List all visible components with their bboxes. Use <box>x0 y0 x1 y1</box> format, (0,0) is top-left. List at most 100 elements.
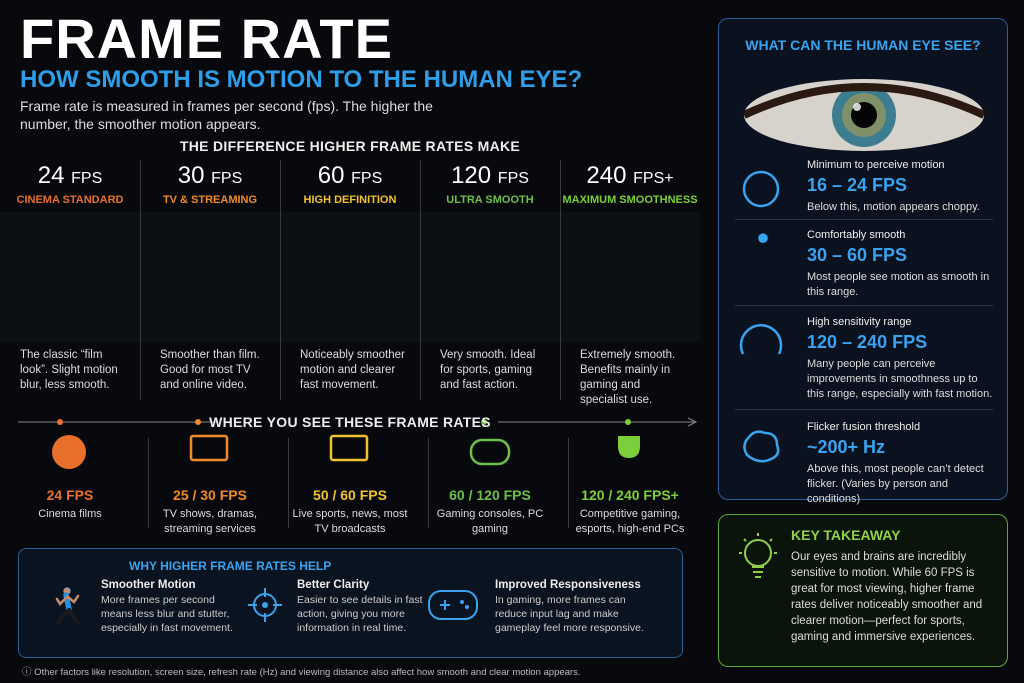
runner-image <box>560 212 700 342</box>
rate: 24 FPS <box>0 162 140 190</box>
usage-item: 60 / 120 FPS Gaming consoles, PC gaming <box>420 432 560 537</box>
benefit-item: Better Clarity Easier to see details in f… <box>297 579 437 635</box>
runner-image <box>0 212 140 342</box>
separator <box>568 438 569 528</box>
benefit-title: Improved Responsiveness <box>495 579 641 591</box>
benefit-title: Better Clarity <box>297 579 370 591</box>
comparison-column: 60 FPS HIGH DEFINITION Noticeably smoother… <box>280 160 420 410</box>
runner-image <box>420 212 560 342</box>
divider <box>735 409 993 410</box>
eye-item: Flicker fusion threshold ~200+ Hz Above th… <box>737 421 997 507</box>
rate-number: 30 <box>177 162 205 189</box>
usage-item: 120 / 240 FPS+ Competitive gaming, esport… <box>560 432 700 537</box>
usage-rate: 24 FPS <box>46 487 94 503</box>
separator <box>140 160 141 400</box>
rate: 240 FPS+ <box>560 162 700 190</box>
rate-description: Extremely smooth. Benefits mainly in gam… <box>580 349 676 406</box>
usage-icon <box>329 434 369 462</box>
rate-number: 120 <box>451 162 492 189</box>
rate-label: TV & STREAMING <box>162 194 258 206</box>
rate-description: Noticeably smoother motion and clearer f… <box>300 349 405 391</box>
benefits-box: WHY HIGHER FRAME RATES HELP Smoother Mot… <box>18 548 683 658</box>
rate-label: MAXIMUM SMOOTHNESS <box>562 194 698 206</box>
runner-image <box>280 212 420 342</box>
benefit-description: Easier to see details in fast action, gi… <box>297 594 423 634</box>
eye-icon <box>742 170 780 208</box>
runner-image <box>140 212 280 342</box>
eye-icon <box>739 324 783 355</box>
eye-item-label: Flicker fusion threshold <box>807 421 921 433</box>
footnote: ⓘ Other factors like resolution, screen … <box>22 667 581 678</box>
usage-icon <box>52 435 86 469</box>
rate-description: Smoother than film. Good for most TV and… <box>160 349 260 391</box>
comparison-column: 24 FPS CINEMA STANDARD The classic “film l… <box>0 160 140 410</box>
eye-item-description: Below this, motion appears choppy. <box>807 201 980 213</box>
usage-item: 25 / 30 FPS TV shows, dramas, streaming s… <box>140 432 280 537</box>
separator <box>288 438 289 528</box>
usage-item: 50 / 60 FPS Live sports, news, most TV br… <box>280 432 420 537</box>
rate-unit: FPS <box>71 170 103 187</box>
rate-unit: FPS+ <box>633 170 674 187</box>
title: FRAME RATE <box>20 7 393 70</box>
eye-item-value: 30 – 60 FPS <box>807 245 908 265</box>
divider <box>735 305 993 306</box>
eye-item: Comfortably smooth 30 – 60 FPS Most people… <box>737 229 997 300</box>
benefit-title: Smoother Motion <box>101 579 196 591</box>
icon-bulb <box>739 533 777 578</box>
rate-label: ULTRA SMOOTH <box>446 194 534 206</box>
usage-description: Cinema films <box>38 508 102 520</box>
takeaway-heading: KEY TAKEAWAY <box>791 527 901 543</box>
usage-item: 24 FPS Cinema films <box>0 432 140 522</box>
usage-icon <box>469 438 511 466</box>
usage-description: TV shows, dramas, streaming services <box>162 508 258 535</box>
usage-icon <box>618 436 640 458</box>
icon-target <box>248 588 282 622</box>
comparison-column: 120 FPS ULTRA SMOOTH Very smooth. Ideal fo… <box>420 160 560 410</box>
rate-number: 24 <box>37 162 65 189</box>
eye-item-value: 16 – 24 FPS <box>807 175 908 195</box>
takeaway-text: Our eyes and brains are incredibly sensi… <box>791 551 983 643</box>
separator <box>560 160 561 400</box>
takeaway-box: KEY TAKEAWAY Our eyes and brains are inc… <box>718 514 1008 667</box>
usage-description: Live sports, news, most TV broadcasts <box>292 508 408 535</box>
rate-description: Very smooth. Ideal for sports, gaming an… <box>440 349 536 391</box>
rate-number: 240 <box>586 162 627 189</box>
usage-description: Competitive gaming, esports, high-end PC… <box>575 508 685 535</box>
separator <box>280 160 281 400</box>
eye-panel: WHAT CAN THE HUMAN EYE SEE? Minimum to p… <box>718 18 1008 505</box>
rate-label: CINEMA STANDARD <box>16 194 124 206</box>
usage-icon <box>189 434 229 462</box>
benefits-heading: WHY HIGHER FRAME RATES HELP <box>129 559 332 573</box>
divider <box>735 219 993 220</box>
eye-icon <box>758 233 768 243</box>
section-heading: WHERE YOU SEE THESE FRAME RATES <box>209 414 491 430</box>
rate-unit: FPS <box>351 170 383 187</box>
icon-gamepad <box>428 590 478 620</box>
rate-number: 60 <box>317 162 345 189</box>
eye-item-description: Many people can perceive improvements in… <box>807 358 993 400</box>
eye-item-value: 120 – 240 FPS <box>807 332 928 352</box>
timeline <box>18 417 698 427</box>
eye-item-description: Most people see motion as smooth in this… <box>807 271 990 298</box>
eye-item-label: Minimum to perceive motion <box>807 159 945 171</box>
rate: 60 FPS <box>280 162 420 190</box>
eye-item-label: Comfortably smooth <box>807 229 906 241</box>
rate: 120 FPS <box>420 162 560 190</box>
eye-item-label: High sensitivity range <box>807 316 912 328</box>
comparison-column: 240 FPS+ MAXIMUM SMOOTHNESS Extremely smoo… <box>560 160 700 410</box>
benefit-description: In gaming, more frames can reduce input … <box>495 594 644 634</box>
section-heading: THE DIFFERENCE HIGHER FRAME RATES MAKE <box>179 138 521 154</box>
rate-unit: FPS <box>497 170 529 187</box>
rate: 30 FPS <box>140 162 280 190</box>
benefit-description: More frames per second means less blur a… <box>101 594 233 634</box>
eye-item-description: Above this, most people can’t detect fli… <box>807 463 984 505</box>
separator <box>420 160 421 400</box>
benefit-item: Smoother Motion More frames per second me… <box>101 579 241 635</box>
usage-rate: 60 / 120 FPS <box>449 487 531 503</box>
eye-icon <box>743 430 780 463</box>
intro: Frame rate is measured in frames per sec… <box>20 98 433 132</box>
usage-rate: 25 / 30 FPS <box>173 487 247 503</box>
separator <box>428 438 429 528</box>
eye-heading: WHAT CAN THE HUMAN EYE SEE? <box>745 37 981 53</box>
